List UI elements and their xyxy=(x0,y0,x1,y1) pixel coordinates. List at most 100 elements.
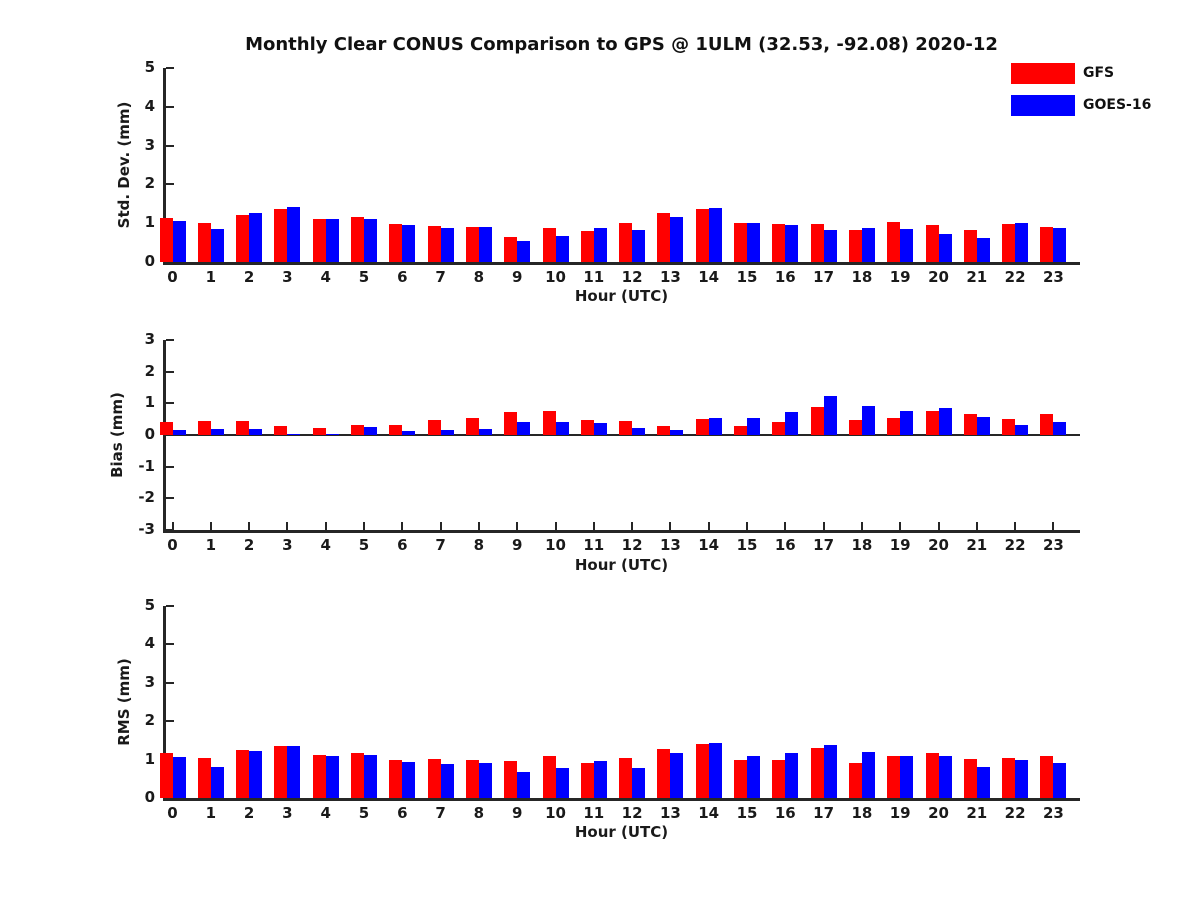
bar-goes16-hour-16 xyxy=(785,753,799,798)
bar-goes16-hour-4 xyxy=(325,219,339,262)
x-tick-label: 23 xyxy=(1042,804,1064,822)
bar-goes16-hour-18 xyxy=(861,227,875,262)
bar-gfs-hour-17 xyxy=(810,406,824,435)
x-axis-label: Hour (UTC) xyxy=(574,556,669,574)
x-tick-label: 12 xyxy=(621,536,643,554)
bar-gfs-hour-5 xyxy=(351,424,364,435)
bar-goes16-hour-6 xyxy=(402,431,416,435)
x-tick-label: 22 xyxy=(1004,804,1026,822)
bar-gfs-hour-8 xyxy=(465,417,479,435)
bar-gfs-hour-10 xyxy=(542,228,556,262)
bar-gfs-hour-11 xyxy=(580,230,594,262)
x-tick-label: 7 xyxy=(435,804,446,822)
y-tick-label: 3 xyxy=(144,672,155,691)
x-tick-label: 15 xyxy=(736,536,758,554)
bar-goes16-hour-23 xyxy=(1053,421,1067,435)
y-tick-label: 1 xyxy=(144,213,155,232)
x-tick-label: 10 xyxy=(545,536,566,554)
bar-gfs-hour-17 xyxy=(810,748,824,798)
x-tick-mark xyxy=(937,522,940,530)
bar-gfs-hour-19 xyxy=(887,756,901,798)
bar-gfs-hour-21 xyxy=(963,230,977,262)
bar-goes16-hour-9 xyxy=(517,240,531,262)
x-tick-label: 3 xyxy=(282,536,293,554)
chart-title: Monthly Clear CONUS Comparison to GPS @ … xyxy=(245,34,998,55)
bar-goes16-hour-13 xyxy=(670,430,684,435)
x-tick-mark xyxy=(401,522,404,530)
bar-gfs-hour-6 xyxy=(389,759,403,798)
y-axis-label: Std. Dev. (mm) xyxy=(115,101,133,229)
x-tick-label: 9 xyxy=(511,804,523,822)
x-tick-mark xyxy=(554,522,557,530)
bar-goes16-hour-0 xyxy=(172,430,186,435)
y-tick-label: 4 xyxy=(144,634,155,653)
bar-gfs-hour-16 xyxy=(772,224,786,262)
bar-gfs-hour-13 xyxy=(657,749,671,798)
bar-goes16-hour-14 xyxy=(708,742,722,798)
bar-gfs-hour-6 xyxy=(389,424,403,435)
y-tick-mark xyxy=(166,681,174,684)
x-tick-label: 1 xyxy=(205,536,217,554)
x-tick-mark xyxy=(1052,522,1055,530)
x-tick-label: 0 xyxy=(167,536,178,554)
y-tick-label: 2 xyxy=(144,711,155,730)
y-tick-mark xyxy=(166,339,174,341)
x-tick-label: 16 xyxy=(774,804,796,822)
y-tick-mark xyxy=(166,797,174,799)
bar-gfs-hour-9 xyxy=(504,760,518,798)
x-tick-label: 3 xyxy=(282,268,293,286)
x-tick-mark xyxy=(822,522,825,530)
bar-gfs-hour-2 xyxy=(236,750,250,798)
bar-gfs-hour-5 xyxy=(351,217,364,262)
x-tick-label: 14 xyxy=(698,268,720,286)
y-tick-mark xyxy=(166,434,174,436)
bar-goes16-hour-2 xyxy=(249,750,263,798)
bar-goes16-hour-10 xyxy=(555,421,569,435)
x-tick-label: 7 xyxy=(435,536,446,554)
x-tick-label: 2 xyxy=(243,268,255,286)
y-tick-mark xyxy=(166,261,174,263)
bar-goes16-hour-10 xyxy=(555,236,569,262)
bar-gfs-hour-15 xyxy=(734,759,747,798)
y-tick-mark xyxy=(166,497,174,500)
bar-goes16-hour-20 xyxy=(938,408,952,435)
bar-gfs-hour-1 xyxy=(197,223,211,262)
y-tick-label: 2 xyxy=(144,174,155,193)
bar-gfs-hour-20 xyxy=(925,225,939,262)
bar-goes16-hour-11 xyxy=(593,228,607,262)
x-tick-label: 14 xyxy=(698,804,720,822)
x-tick-label: 2 xyxy=(243,536,255,554)
bar-goes16-hour-12 xyxy=(632,767,646,798)
bar-gfs-hour-1 xyxy=(197,421,211,435)
bar-goes16-hour-17 xyxy=(823,396,837,435)
y-tick-label: 3 xyxy=(144,330,155,348)
bar-goes16-hour-15 xyxy=(747,222,760,262)
bar-gfs-hour-11 xyxy=(580,420,594,435)
bar-gfs-hour-22 xyxy=(1002,758,1016,798)
x-tick-label: 18 xyxy=(851,804,873,822)
x-tick-label: 8 xyxy=(473,536,485,554)
bar-gfs-hour-12 xyxy=(619,420,633,435)
bar-goes16-hour-7 xyxy=(440,429,454,435)
x-tick-label: 5 xyxy=(358,804,370,822)
bar-gfs-hour-14 xyxy=(695,743,709,798)
bar-gfs-hour-7 xyxy=(427,419,441,435)
x-tick-label: 19 xyxy=(889,268,911,286)
x-tick-label: 22 xyxy=(1004,268,1026,286)
x-tick-label: 15 xyxy=(736,268,758,286)
bar-goes16-hour-19 xyxy=(900,228,914,262)
y-tick-label: -3 xyxy=(138,520,155,538)
bar-goes16-hour-19 xyxy=(900,410,914,435)
bar-goes16-hour-21 xyxy=(976,766,990,798)
bar-goes16-hour-16 xyxy=(785,412,799,435)
bar-gfs-hour-11 xyxy=(580,762,594,798)
legend-label-goes16: GOES-16 xyxy=(1083,97,1152,113)
bar-gfs-hour-23 xyxy=(1040,756,1054,798)
bar-gfs-hour-23 xyxy=(1040,413,1054,435)
x-tick-label: 7 xyxy=(435,268,446,286)
bar-goes16-hour-10 xyxy=(555,768,569,798)
x-tick-label: 1 xyxy=(205,268,217,286)
bar-gfs-hour-6 xyxy=(389,224,403,262)
bar-gfs-hour-21 xyxy=(963,759,977,798)
bar-gfs-hour-22 xyxy=(1002,224,1016,262)
